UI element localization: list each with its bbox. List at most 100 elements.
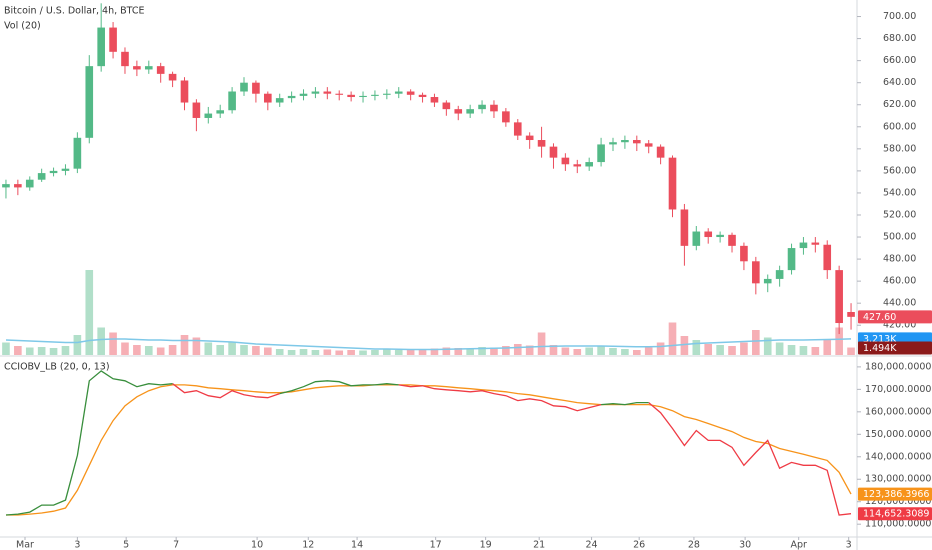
volume-bar bbox=[537, 332, 546, 355]
candle-body bbox=[144, 66, 153, 70]
x-tick-label: 14 bbox=[351, 540, 363, 550]
volume-bar bbox=[692, 340, 701, 355]
volume-bar bbox=[525, 345, 534, 355]
y-tick-label: 700.00 bbox=[883, 11, 916, 22]
candle-body bbox=[359, 95, 367, 98]
candle-body bbox=[204, 113, 213, 118]
volume-bar bbox=[454, 348, 463, 355]
volume-bar bbox=[656, 342, 665, 355]
x-tick-label: 19 bbox=[480, 540, 492, 550]
candle-body bbox=[168, 73, 177, 81]
volume-bar bbox=[418, 349, 427, 355]
candle-body bbox=[192, 102, 201, 118]
volume-bar bbox=[97, 327, 105, 355]
candle-body bbox=[811, 242, 820, 245]
y-tick-label: 500.00 bbox=[883, 232, 916, 243]
candle-body bbox=[502, 111, 510, 123]
candle-body bbox=[799, 242, 808, 249]
x-tick-label: 24 bbox=[586, 540, 598, 550]
candle-body bbox=[823, 244, 832, 271]
volume-bar bbox=[49, 348, 58, 355]
obv-line bbox=[172, 383, 280, 399]
candle-body bbox=[394, 91, 403, 94]
volume-bar bbox=[192, 337, 201, 355]
y-tick-label: 440.00 bbox=[883, 298, 916, 309]
volume-bar bbox=[2, 342, 10, 355]
candle-body bbox=[513, 122, 522, 136]
candle-body bbox=[644, 143, 653, 147]
candle-body bbox=[109, 27, 117, 52]
candle-body bbox=[680, 209, 689, 246]
volume-bar bbox=[109, 332, 117, 355]
volume-bar bbox=[406, 349, 415, 355]
volume-bar bbox=[311, 350, 320, 355]
indicator-title: CCIOBV_LB (20, 0, 13) bbox=[4, 362, 110, 373]
x-tick-label: 26 bbox=[633, 540, 645, 550]
obv-line bbox=[5, 370, 173, 516]
x-tick-label: Apr bbox=[790, 540, 807, 550]
candle-body bbox=[716, 234, 724, 238]
volume-bar bbox=[680, 336, 689, 355]
candle-body bbox=[406, 91, 415, 95]
volume-bar bbox=[287, 350, 296, 355]
candle-body bbox=[442, 102, 451, 110]
y-tick-label: 540.00 bbox=[883, 187, 916, 198]
volume-bar bbox=[371, 350, 379, 355]
candle-body bbox=[787, 248, 796, 271]
candle-body bbox=[430, 97, 439, 103]
candle-body bbox=[573, 164, 582, 167]
candle-body bbox=[537, 140, 546, 147]
volume-bar bbox=[37, 347, 46, 355]
labels: Bitcoin / U.S. Dollar, 4h, BTCE Vol (20)… bbox=[4, 6, 932, 550]
y-tick-label: 560.00 bbox=[883, 165, 916, 176]
candle-body bbox=[133, 66, 141, 70]
x-tick-label: Mar bbox=[16, 540, 34, 550]
volume-bar bbox=[156, 347, 165, 355]
candle-body bbox=[525, 135, 534, 141]
candle-body bbox=[466, 109, 474, 114]
candle-body bbox=[252, 82, 260, 94]
marks bbox=[2, 3, 861, 540]
value-label: 3.213K bbox=[863, 334, 897, 345]
candle-body bbox=[61, 168, 70, 171]
value-label: 427.60 bbox=[863, 312, 896, 323]
volume-bar bbox=[728, 346, 736, 355]
candle-body bbox=[264, 93, 272, 103]
volume-bar bbox=[252, 346, 260, 355]
volume-bar bbox=[216, 345, 225, 355]
x-tick-label: 21 bbox=[533, 540, 545, 550]
obv-line bbox=[648, 402, 852, 516]
volume-bar bbox=[347, 350, 355, 355]
candle-body bbox=[97, 27, 105, 67]
candle-body bbox=[2, 184, 10, 188]
candle-body bbox=[585, 162, 593, 167]
candle-body bbox=[656, 146, 665, 158]
value-label-box bbox=[858, 507, 932, 521]
volume-bar bbox=[811, 347, 820, 355]
volume-bar bbox=[14, 346, 22, 355]
y-tick-label: 580.00 bbox=[883, 143, 916, 154]
volume-bar bbox=[787, 345, 796, 355]
volume-bar bbox=[609, 348, 617, 355]
candle-body bbox=[73, 137, 82, 169]
candle-body bbox=[418, 94, 427, 98]
candle-body bbox=[299, 93, 308, 96]
y-tick-label: 600.00 bbox=[883, 121, 916, 132]
candle-body bbox=[383, 93, 391, 95]
volume-bar bbox=[775, 342, 784, 355]
candle-body bbox=[180, 80, 189, 103]
candle-body bbox=[549, 146, 558, 158]
candle-body bbox=[621, 140, 629, 143]
candle-body bbox=[85, 66, 94, 138]
volume-bar bbox=[573, 349, 582, 355]
candle-body bbox=[478, 104, 486, 110]
x-tick-label: 7 bbox=[173, 540, 179, 550]
volume-bar bbox=[704, 344, 713, 355]
candle-body bbox=[275, 98, 284, 103]
candle-body bbox=[490, 104, 498, 112]
volume-bar bbox=[383, 349, 391, 355]
candle-body bbox=[14, 184, 22, 188]
volume-bar bbox=[561, 347, 570, 355]
